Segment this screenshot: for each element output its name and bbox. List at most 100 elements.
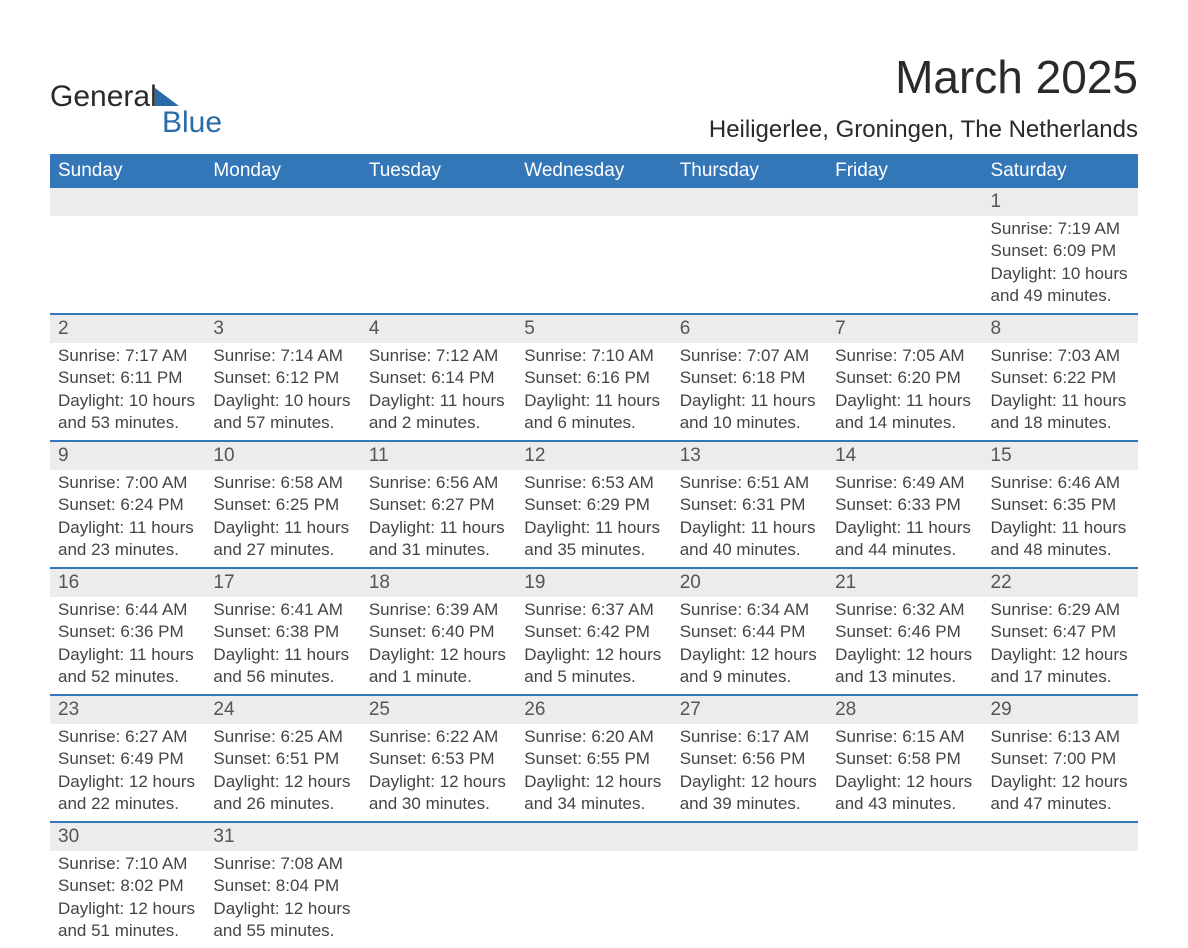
day-info-cell <box>983 851 1138 948</box>
day-number-row: 2345678 <box>50 314 1138 343</box>
day-number-cell: 17 <box>205 568 360 597</box>
day-info-line: Daylight: 11 hours <box>991 517 1130 538</box>
day-info-line: and 53 minutes. <box>58 412 197 433</box>
day-info-line: and 52 minutes. <box>58 666 197 687</box>
day-info-line: and 22 minutes. <box>58 793 197 814</box>
day-number-cell <box>827 188 982 216</box>
day-info-line: and 2 minutes. <box>369 412 508 433</box>
day-info-line: Sunrise: 6:17 AM <box>680 726 819 747</box>
day-info-line: Sunrise: 6:44 AM <box>58 599 197 620</box>
day-info-row: Sunrise: 7:10 AMSunset: 8:02 PMDaylight:… <box>50 851 1138 948</box>
day-info-line: Sunset: 6:31 PM <box>680 494 819 515</box>
day-info-cell <box>516 851 671 948</box>
day-info-line: Sunset: 6:12 PM <box>213 367 352 388</box>
day-info-line: Daylight: 10 hours <box>991 263 1130 284</box>
day-info-line: Sunrise: 6:51 AM <box>680 472 819 493</box>
day-info-row: Sunrise: 7:00 AMSunset: 6:24 PMDaylight:… <box>50 470 1138 568</box>
day-number-cell: 22 <box>983 568 1138 597</box>
day-info-line: Sunset: 6:49 PM <box>58 748 197 769</box>
day-info-line: Sunrise: 6:27 AM <box>58 726 197 747</box>
day-info-cell: Sunrise: 6:51 AMSunset: 6:31 PMDaylight:… <box>672 470 827 568</box>
day-info-line: Sunrise: 7:08 AM <box>213 853 352 874</box>
month-title: March 2025 <box>709 50 1138 104</box>
day-info-line: Daylight: 11 hours <box>835 390 974 411</box>
day-info-cell: Sunrise: 7:10 AMSunset: 6:16 PMDaylight:… <box>516 343 671 441</box>
day-info-line: Sunrise: 7:17 AM <box>58 345 197 366</box>
day-info-line: Daylight: 11 hours <box>680 390 819 411</box>
day-number-cell: 15 <box>983 441 1138 470</box>
day-info-line: and 1 minute. <box>369 666 508 687</box>
day-info-line: and 49 minutes. <box>991 285 1130 306</box>
day-number-cell: 5 <box>516 314 671 343</box>
day-info-line: and 39 minutes. <box>680 793 819 814</box>
day-info-line: Sunset: 6:55 PM <box>524 748 663 769</box>
day-info-line: Sunset: 6:18 PM <box>680 367 819 388</box>
logo-part2: Blue <box>162 106 222 140</box>
day-info-line: Sunset: 6:22 PM <box>991 367 1130 388</box>
day-info-line: Daylight: 11 hours <box>213 644 352 665</box>
day-header: Wednesday <box>516 154 671 188</box>
logo-part1: General <box>50 80 157 113</box>
day-info-line: and 31 minutes. <box>369 539 508 560</box>
day-header-row: SundayMondayTuesdayWednesdayThursdayFrid… <box>50 154 1138 188</box>
day-info-row: Sunrise: 6:44 AMSunset: 6:36 PMDaylight:… <box>50 597 1138 695</box>
day-number-cell: 6 <box>672 314 827 343</box>
day-info-line: Sunrise: 6:32 AM <box>835 599 974 620</box>
day-number-cell: 30 <box>50 822 205 851</box>
day-header: Sunday <box>50 154 205 188</box>
day-info-line: Daylight: 12 hours <box>835 644 974 665</box>
day-number-cell: 13 <box>672 441 827 470</box>
day-info-cell: Sunrise: 6:46 AMSunset: 6:35 PMDaylight:… <box>983 470 1138 568</box>
day-number-cell <box>516 188 671 216</box>
day-info-cell: Sunrise: 6:49 AMSunset: 6:33 PMDaylight:… <box>827 470 982 568</box>
day-info-cell: Sunrise: 6:32 AMSunset: 6:46 PMDaylight:… <box>827 597 982 695</box>
day-info-cell: Sunrise: 6:29 AMSunset: 6:47 PMDaylight:… <box>983 597 1138 695</box>
day-number-cell: 14 <box>827 441 982 470</box>
day-number-cell: 29 <box>983 695 1138 724</box>
day-info-row: Sunrise: 6:27 AMSunset: 6:49 PM Daylight:… <box>50 724 1138 822</box>
day-info-line: Daylight: 11 hours <box>524 517 663 538</box>
day-info-line: Daylight: 12 hours <box>524 771 663 792</box>
day-info-line: Daylight: 12 hours <box>58 898 197 919</box>
day-number-cell: 18 <box>361 568 516 597</box>
day-header: Monday <box>205 154 360 188</box>
day-info-line: Sunrise: 6:37 AM <box>524 599 663 620</box>
day-info-line: Sunset: 6:09 PM <box>991 240 1130 261</box>
day-info-line: and 57 minutes. <box>213 412 352 433</box>
day-info-line: and 35 minutes. <box>524 539 663 560</box>
day-info-line: Sunset: 6:20 PM <box>835 367 974 388</box>
day-info-cell: Sunrise: 6:39 AMSunset: 6:40 PMDaylight:… <box>361 597 516 695</box>
day-number-cell: 10 <box>205 441 360 470</box>
day-number-cell <box>361 188 516 216</box>
day-info-line: and 56 minutes. <box>213 666 352 687</box>
day-info-line: Sunset: 6:51 PM <box>213 748 352 769</box>
day-number-cell: 21 <box>827 568 982 597</box>
day-number-cell <box>205 188 360 216</box>
day-number-cell: 25 <box>361 695 516 724</box>
day-info-line: Daylight: 11 hours <box>991 390 1130 411</box>
day-number-cell: 31 <box>205 822 360 851</box>
day-number-row: 23242526272829 <box>50 695 1138 724</box>
day-info-line: Sunset: 6:11 PM <box>58 367 197 388</box>
title-block: March 2025 Heiligerlee, Groningen, The N… <box>709 50 1138 144</box>
day-number-cell: 28 <box>827 695 982 724</box>
day-info-line: Daylight: 11 hours <box>524 390 663 411</box>
day-info-line: Sunset: 6:16 PM <box>524 367 663 388</box>
day-info-line: and 43 minutes. <box>835 793 974 814</box>
day-info-line: Sunrise: 6:49 AM <box>835 472 974 493</box>
day-info-line: Sunrise: 7:10 AM <box>524 345 663 366</box>
day-info-cell: Sunrise: 7:03 AMSunset: 6:22 PMDaylight:… <box>983 343 1138 441</box>
day-info-line: Sunrise: 7:03 AM <box>991 345 1130 366</box>
day-info-cell: Sunrise: 7:19 AMSunset: 6:09 PMDaylight:… <box>983 216 1138 314</box>
day-info-line: Sunrise: 6:15 AM <box>835 726 974 747</box>
day-info-line: and 55 minutes. <box>213 920 352 941</box>
day-info-line: Sunset: 6:53 PM <box>369 748 508 769</box>
day-info-line: and 44 minutes. <box>835 539 974 560</box>
day-info-line: Daylight: 11 hours <box>58 644 197 665</box>
day-info-line: and 23 minutes. <box>58 539 197 560</box>
day-number-cell <box>983 822 1138 851</box>
day-info-cell: Sunrise: 7:10 AMSunset: 8:02 PMDaylight:… <box>50 851 205 948</box>
day-info-line: and 17 minutes. <box>991 666 1130 687</box>
day-number-cell: 11 <box>361 441 516 470</box>
day-number-cell: 3 <box>205 314 360 343</box>
